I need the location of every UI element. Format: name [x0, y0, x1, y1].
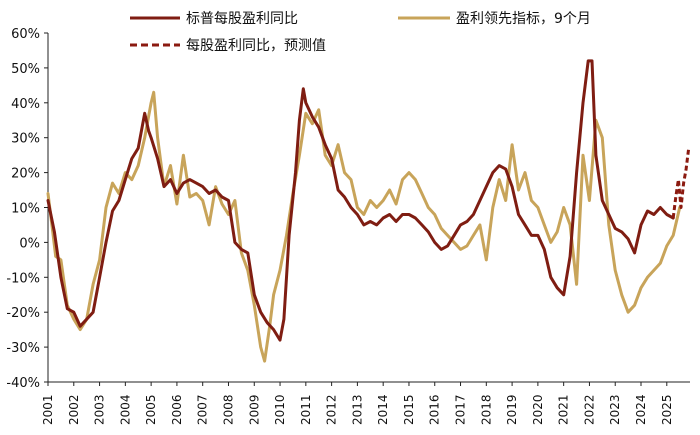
x-tick-label: 2025 [660, 394, 674, 425]
x-tick-label: 2003 [93, 394, 107, 425]
y-tick-label: -10% [6, 271, 40, 286]
x-tick-label: 2005 [144, 394, 158, 425]
x-tick-label: 2002 [67, 394, 81, 425]
legend-item-leading: 盈利领先指标，9个月 [398, 11, 591, 27]
x-tick-label: 2018 [479, 394, 493, 425]
x-tick-label: 2012 [325, 394, 339, 425]
y-tick-label: 10% [11, 202, 40, 217]
legend-item-forecast: 每股盈利同比，预测值 [130, 38, 326, 54]
x-tick-label: 2001 [41, 394, 55, 425]
legend: 标普每股盈利同比 盈利领先指标，9个月 每股盈利同比，预测值 [130, 11, 591, 54]
y-tick-label: -20% [6, 306, 40, 321]
legend-label-forecast: 每股盈利同比，预测值 [186, 38, 326, 54]
x-tick-label: 2008 [221, 394, 235, 425]
plot-area: -40% -30% -20% -10% 0% 10% 20% 30% 40% 50% 60% 2001… [6, 27, 691, 425]
x-tick-label: 2014 [376, 394, 390, 425]
y-tick-label: 20% [11, 167, 40, 182]
x-tick-label: 2019 [505, 394, 519, 425]
y-tick-label: 30% [11, 132, 40, 147]
legend-label-leading: 盈利领先指标，9个月 [456, 11, 591, 27]
x-tick-label: 2023 [608, 394, 622, 425]
legend-label-eps: 标普每股盈利同比 [186, 11, 298, 27]
y-tick-label: 50% [11, 62, 40, 77]
x-tick-label: 2013 [350, 394, 364, 425]
x-tick-label: 2016 [428, 394, 442, 425]
x-tick-label: 2017 [454, 394, 468, 425]
x-tick-label: 2007 [196, 394, 210, 425]
x-tick-label: 2021 [557, 394, 571, 425]
x-tick-label: 2006 [170, 394, 184, 425]
series-line-0 [46, 59, 675, 342]
x-tick-label: 2020 [531, 394, 545, 425]
x-tick-label: 2024 [634, 394, 648, 425]
series-line-2 [671, 148, 691, 219]
y-tick-label: 40% [11, 97, 40, 112]
x-tick-label: 2009 [247, 394, 261, 425]
x-tick-label: 2022 [582, 394, 596, 425]
y-tick-label: -40% [6, 376, 40, 391]
x-tick-label: 2010 [273, 394, 287, 425]
x-tick-label: 2004 [118, 394, 132, 425]
legend-item-eps: 标普每股盈利同比 [130, 11, 298, 27]
x-tick-label: 2015 [402, 394, 416, 425]
y-tick-label: 60% [11, 27, 40, 42]
x-tick-label: 2011 [299, 394, 313, 425]
y-tick-label: 0% [19, 236, 40, 251]
y-tick-label: -30% [6, 341, 40, 356]
series-line-1 [46, 90, 682, 363]
